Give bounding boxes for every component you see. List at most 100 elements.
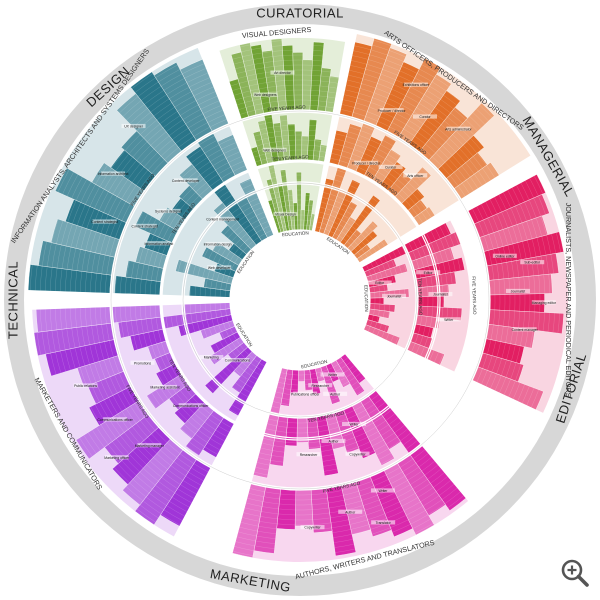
callout-visual-designers[interactable]: Visual Design <box>275 213 296 217</box>
callout-box <box>403 173 428 178</box>
callout-info-analysts[interactable]: Content management <box>206 217 239 221</box>
callout-authors[interactable]: Researcher <box>311 384 329 388</box>
callout-box <box>205 241 230 247</box>
callout-info-analysts[interactable]: Information design <box>204 243 232 247</box>
sector-spoke <box>310 30 348 240</box>
callout-info-analysts[interactable]: Content strategist <box>132 225 159 229</box>
callout-journalists[interactable]: Journalist <box>433 293 448 297</box>
row-line <box>83 435 97 454</box>
callout-box <box>199 355 224 360</box>
callout-box <box>379 108 404 113</box>
callout-box <box>137 443 162 448</box>
callout-authors[interactable]: Author <box>345 510 356 514</box>
callout-arts-officers[interactable]: Arts administrator <box>445 127 472 131</box>
authors-inner-bar[interactable] <box>298 369 305 382</box>
guide-circle <box>182 182 418 418</box>
row-line <box>556 232 561 253</box>
callout-authors[interactable]: Writer <box>328 373 338 377</box>
row-line <box>472 112 486 125</box>
callout-marketers[interactable]: Marketing manager <box>135 444 165 448</box>
journalists-inner-bar[interactable] <box>369 297 384 305</box>
callout-journalists[interactable]: Managing editor <box>532 301 557 305</box>
outer-ring-label: TECHNICAL <box>5 261 20 339</box>
ring-circle <box>229 229 371 371</box>
callout-box <box>273 211 298 217</box>
zoom-in-icon[interactable] <box>560 558 590 588</box>
callout-marketers[interactable]: Public relations <box>74 384 97 388</box>
callout-authors[interactable]: Author <box>328 440 339 444</box>
callout-authors[interactable]: Copywriter <box>304 526 321 530</box>
callout-arts-officers[interactable]: Producer / director <box>378 109 407 113</box>
callout-authors[interactable]: Writer <box>378 489 388 493</box>
callout-visual-designers[interactable]: Web designers <box>254 93 277 97</box>
callout-info-analysts[interactable]: Systems designer <box>155 210 183 214</box>
callout-journalists[interactable]: Writer <box>444 318 454 322</box>
authors-mid-bar[interactable] <box>296 417 309 443</box>
row-line <box>543 274 546 294</box>
row-line <box>548 274 551 294</box>
callout-journalists[interactable]: Editor <box>375 281 385 285</box>
callout-arts-officers[interactable]: Curator <box>419 115 431 119</box>
row-line <box>382 139 394 147</box>
callout-info-analysts[interactable]: UX designer <box>124 125 144 129</box>
row-line <box>312 65 322 67</box>
row-line <box>189 441 203 452</box>
ring-circle <box>109 109 491 491</box>
callout-visual-designers[interactable]: Web designers <box>263 148 286 152</box>
callout-marketers[interactable]: Marketing officer <box>104 456 130 460</box>
callout-visual-designers[interactable]: Art director <box>274 71 291 75</box>
callout-marketers[interactable]: Marketing <box>204 356 219 360</box>
callout-journalists[interactable]: Journalist <box>511 290 526 294</box>
row-line <box>345 211 352 215</box>
callout-journalists[interactable]: Journalist <box>387 295 402 299</box>
row-line <box>214 376 222 385</box>
callout-marketers[interactable]: Promotions <box>134 361 151 365</box>
row-line <box>378 452 392 460</box>
row-line <box>229 363 236 370</box>
callout-authors[interactable]: Publications officer <box>291 392 320 396</box>
callout-journalists[interactable]: Content manager <box>512 328 539 332</box>
callout-arts-officers[interactable]: Producer / director <box>352 161 381 165</box>
callout-arts-officers[interactable]: Arts officer <box>407 174 424 178</box>
callout-authors[interactable]: Copywriter <box>349 452 366 456</box>
row-line <box>446 90 460 102</box>
row-line <box>122 490 141 506</box>
ring-circle <box>161 161 439 439</box>
callout-box <box>104 455 129 460</box>
callout-journalists[interactable]: Sub-editor <box>524 261 541 265</box>
callout-authors[interactable]: Author <box>330 392 341 396</box>
row-line <box>368 201 376 207</box>
row-line <box>334 543 355 548</box>
callout-info-analysts[interactable]: Content developer <box>172 179 201 183</box>
callout-info-analysts[interactable]: Content strategist <box>91 220 118 224</box>
callout-authors[interactable]: Researcher <box>300 453 318 457</box>
callout-arts-officers[interactable]: Curator <box>385 165 397 169</box>
callout-authors[interactable]: Translator <box>376 521 392 525</box>
visual-designers-outer-bar[interactable] <box>292 52 304 111</box>
row-line <box>155 390 165 403</box>
callout-box <box>320 372 345 377</box>
row-line <box>235 382 243 389</box>
callout-marketers[interactable]: Communications officer <box>173 404 209 408</box>
callout-box <box>121 123 146 129</box>
callout-info-analysts[interactable]: Information analyst <box>145 242 174 246</box>
callout-arts-officers[interactable]: Exhibitions officer <box>403 83 430 87</box>
row-line <box>479 105 493 118</box>
callout-marketers[interactable]: Marketing assistant <box>150 386 179 390</box>
callout-marketers[interactable]: Communications <box>225 359 251 363</box>
row-line <box>92 429 105 448</box>
callout-box <box>371 520 396 525</box>
row-line <box>465 119 478 132</box>
callout-authors[interactable]: Writer <box>350 423 360 427</box>
callout-box <box>378 164 403 169</box>
callout-box <box>253 92 278 97</box>
callout-marketers[interactable]: Communications officer <box>97 418 133 422</box>
row-line <box>180 314 183 325</box>
row-line <box>391 275 394 283</box>
callout-info-analysts[interactable]: Web developer <box>208 266 232 270</box>
row-line <box>336 169 346 174</box>
row-line <box>312 60 323 62</box>
callout-journalists[interactable]: Editor <box>424 271 434 275</box>
callout-journalists[interactable]: Online editor <box>495 254 515 258</box>
callout-info-analysts[interactable]: Information architect <box>98 172 129 176</box>
